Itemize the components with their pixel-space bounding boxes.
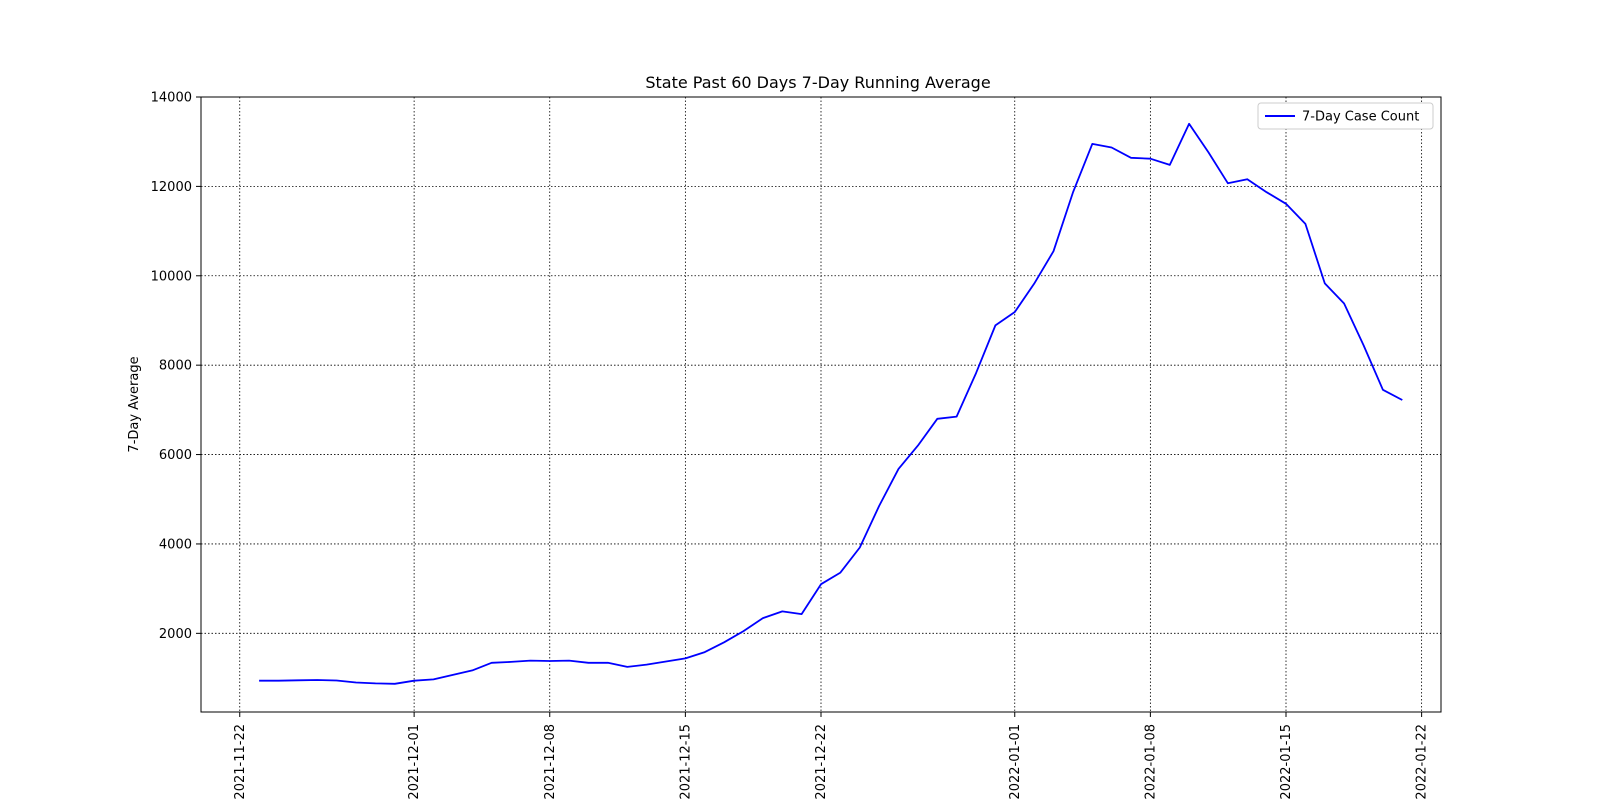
y-tick-label: 4000 bbox=[159, 537, 192, 552]
y-tick-label: 12000 bbox=[151, 180, 192, 195]
grid bbox=[201, 96, 1441, 712]
series-layer bbox=[259, 122, 1403, 685]
x-tick-label: 2021-12-08 bbox=[543, 724, 558, 800]
chart-title: State Past 60 Days 7-Day Running Average bbox=[645, 73, 990, 92]
series-line-7-day-case-count bbox=[259, 122, 1403, 685]
x-tick-label: 2021-12-22 bbox=[814, 724, 829, 800]
x-tick-label: 2022-01-01 bbox=[1008, 724, 1023, 800]
x-tick-label: 2022-01-15 bbox=[1279, 724, 1294, 800]
x-tick-label: 2021-12-01 bbox=[407, 724, 422, 800]
x-tick-label: 2021-12-15 bbox=[678, 724, 693, 800]
y-axis: 2000 4000 6000 8000 10000 12000 14000 bbox=[151, 91, 201, 642]
y-tick-label: 10000 bbox=[151, 269, 192, 284]
y-tick-label: 2000 bbox=[159, 627, 192, 642]
legend-box bbox=[1257, 102, 1434, 130]
legend: 7-Day Case Count bbox=[1257, 102, 1434, 130]
x-tick-label: 2021-11-22 bbox=[233, 724, 248, 800]
x-tick-label: 2022-01-22 bbox=[1415, 724, 1430, 800]
x-axis: 2021-11-22 2021-12-01 2021-12-08 2021-12-15… bbox=[233, 712, 1430, 800]
x-tick-label: 2022-01-08 bbox=[1143, 724, 1158, 800]
legend-label: 7-Day Case Count bbox=[1302, 110, 1419, 125]
y-axis-label: 7-Day Average bbox=[127, 356, 142, 452]
y-tick-label: 14000 bbox=[151, 91, 192, 106]
y-tick-label: 8000 bbox=[159, 359, 192, 374]
y-tick-label: 6000 bbox=[159, 448, 192, 463]
